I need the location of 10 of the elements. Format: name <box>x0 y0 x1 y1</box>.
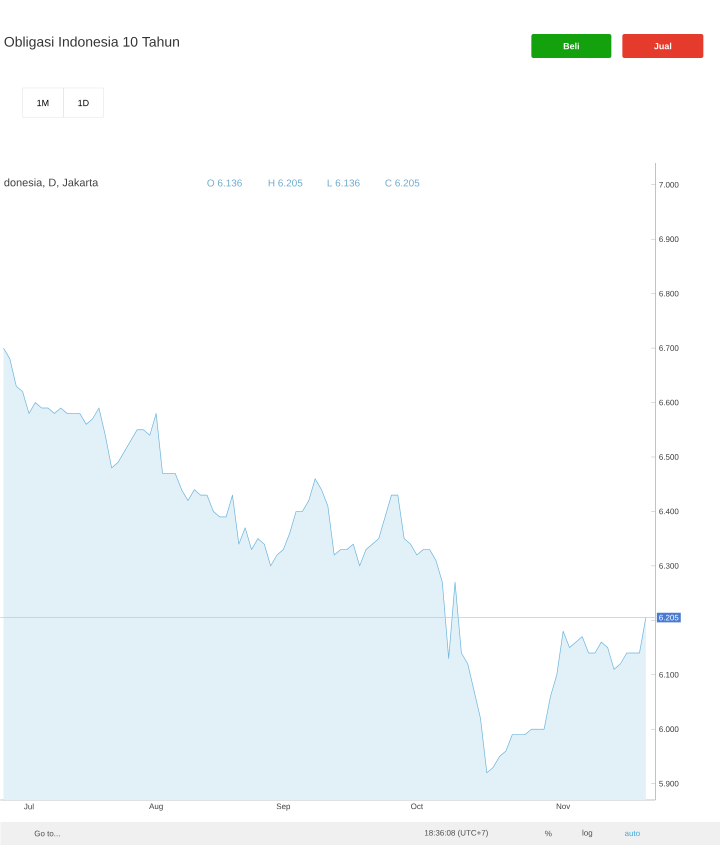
text: 1M <box>37 100 48 106</box>
text: donesia, D, Jakarta <box>4 178 98 188</box>
text: Jual <box>654 42 672 50</box>
chart-title: Obligasi Indonesia 10 Tahun <box>4 36 179 50</box>
annotation: H 6.205 <box>268 179 302 187</box>
annotation: C 6.205 <box>385 179 420 187</box>
text: Beli <box>564 42 579 50</box>
annotation: O 6.136 <box>207 179 242 187</box>
text: 1D <box>78 100 88 106</box>
annotation: L 6.136 <box>328 179 360 187</box>
